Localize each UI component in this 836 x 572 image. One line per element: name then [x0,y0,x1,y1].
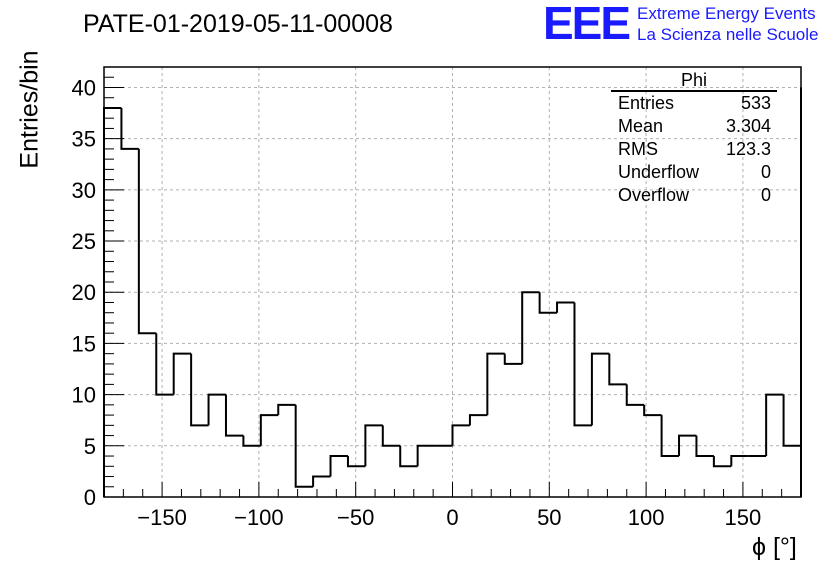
histogram-bin [730,455,749,467]
x-tick-label: 100 [628,505,665,530]
y-axis-label: Entries/bin [15,50,44,169]
histogram-bin [120,107,139,150]
histogram-bin [468,414,488,426]
stat-value: 123.3 [725,139,771,159]
x-tick-label: 0 [446,505,458,530]
y-tick-label: 40 [72,75,96,100]
histogram-bin [294,404,314,488]
stat-row-underflow: Underflow 0 [611,161,777,184]
stat-row-rms: RMS 123.3 [611,138,777,161]
histogram-bin [190,353,209,427]
axes [103,66,802,498]
histogram-bin [590,352,610,426]
x-tick-label: 150 [725,505,762,530]
histogram-bin [782,394,801,447]
histogram-bin [556,301,575,313]
histogram-bin [712,456,732,468]
histogram-bin [521,291,540,364]
y-tick-label: 35 [72,127,96,152]
y-tick-label: 20 [72,280,96,305]
stat-row-mean: Mean 3.304 [611,115,777,138]
histogram-bin [207,393,226,426]
stat-value: 0 [760,162,771,182]
histogram-bin [451,424,470,446]
y-tick-label: 0 [84,485,96,510]
y-tick-label: 15 [72,331,96,356]
stat-value: 533 [740,93,771,113]
stat-label: Overflow [618,185,690,205]
x-tick-label: −50 [337,505,374,530]
histogram-bin [608,353,627,386]
histogram-bin [242,435,261,447]
x-tick-label: 50 [537,505,561,530]
x-tick-label: −150 [137,505,187,530]
histogram-bin [329,455,348,477]
stat-value: 0 [760,185,771,205]
histogram-bin [381,425,401,447]
histogram-bin [312,475,331,487]
x-axis-label: ϕ [°] [752,533,797,561]
histogram-bin [625,384,645,406]
stat-value: 3.304 [725,116,771,136]
histogram-bin [486,352,505,416]
y-tick-label: 5 [84,434,96,459]
x-tick-label: −100 [234,505,284,530]
histogram-bin [538,292,558,314]
y-tick-label: 10 [72,383,96,408]
y-tick-label: 25 [72,229,96,254]
histogram-bin [277,403,296,416]
histogram-bin [695,435,714,458]
histogram-bin [155,333,174,396]
histogram-bin [678,434,697,457]
histogram-bin [573,302,592,427]
histogram-bin [346,456,366,468]
chart-title: PATE-01-2019-05-11-00008 [83,10,393,38]
histogram-bin [643,404,662,417]
stats-box: Phi Entries 533 Mean 3.304 RMS 123.3 Und… [611,70,777,207]
histogram-bin [660,415,680,458]
stat-row-entries: Entries 533 [611,92,777,115]
histogram-bin [416,444,436,467]
histogram-bin [137,148,157,335]
stat-label: RMS [618,139,658,159]
histogram-bin [364,424,383,467]
histogram-bin [224,394,244,437]
histogram-bin [765,393,784,457]
histogram-bin [399,445,418,468]
eee-logo-line2: La Scienza nelle Scuole [637,25,819,44]
histogram-bin [172,352,192,395]
eee-logo-line1: Extreme Energy Events [637,4,816,23]
stat-label: Underflow [618,162,700,182]
y-tick-label: 30 [72,178,96,203]
eee-logo: EEE [543,0,631,49]
stats-title: Phi [611,70,777,92]
stat-row-overflow: Overflow 0 [611,184,777,207]
stat-label: Entries [618,93,675,113]
histogram-bin [503,353,523,365]
histogram-bin [259,414,279,446]
tick-labels: −150 −100 −50 0 50 100 150 0 5 10 15 20 25 30 35 40 [72,75,762,530]
stat-label: Mean [618,116,664,136]
